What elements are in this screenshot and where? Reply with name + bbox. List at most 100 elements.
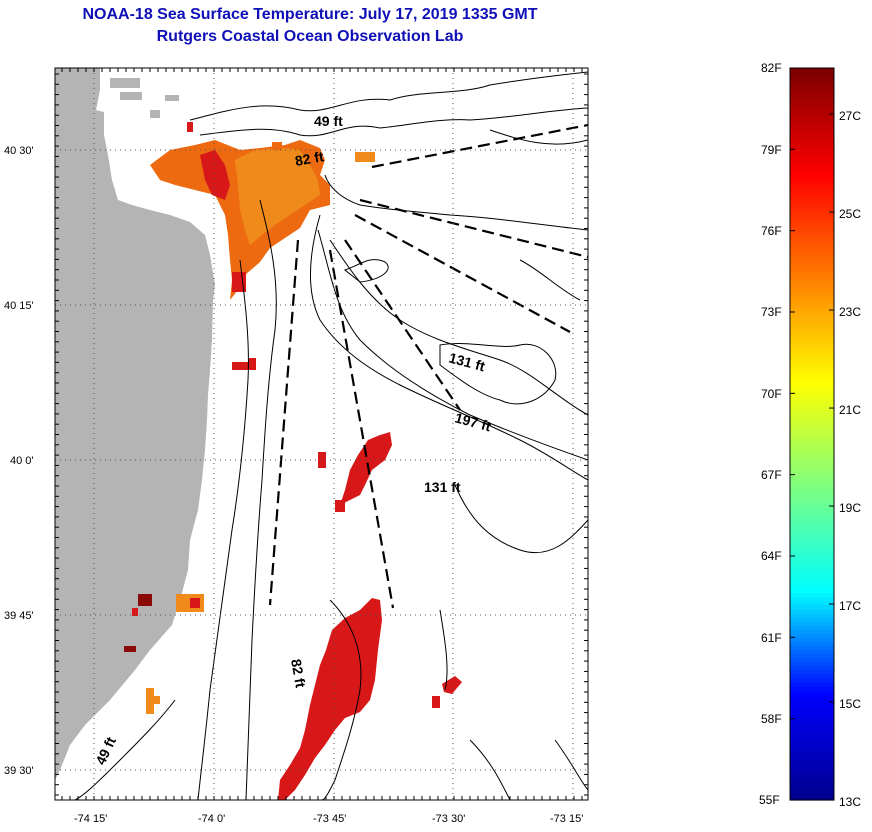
colorbar-stripe	[790, 242, 834, 248]
colorbar-stripe	[790, 438, 834, 443]
colorbar-stripe	[790, 734, 834, 740]
colorbar-stripe	[790, 576, 834, 581]
colorbar-stripe	[790, 356, 834, 362]
colorbar-stripe	[790, 129, 834, 134]
colorbar-stripe	[790, 600, 834, 606]
colorbar-stripe	[790, 214, 834, 220]
colorbar-stripe	[790, 499, 834, 504]
colorbar-stripe	[790, 787, 834, 793]
colorbar-stripe	[790, 210, 834, 215]
colorbar-stripe	[790, 145, 834, 150]
colorbar-stripe	[790, 96, 834, 102]
colorbar-stripe	[790, 458, 834, 464]
colorbar-stripe	[790, 763, 834, 769]
map-title: NOAA-18 Sea Surface Temperature: July 17…	[82, 6, 538, 23]
colorbar-stripe	[790, 340, 834, 346]
colorbar-stripe	[790, 238, 834, 244]
colorbar-stripe	[790, 588, 834, 594]
colorbar-stripe	[790, 413, 834, 419]
colorbar-stripe	[790, 190, 834, 195]
colorbar-stripe	[790, 584, 834, 590]
cb-label-f: 82F	[761, 61, 782, 75]
colorbar-stripe	[790, 320, 834, 325]
colorbar-stripe	[790, 759, 834, 764]
lon-axis-labels: -74 15' -74 0' -73 45' -73 30' -73 15'	[74, 813, 583, 825]
cb-label-f: 70F	[761, 387, 782, 401]
colorbar-stripe	[790, 421, 834, 427]
colorbar-stripe	[790, 462, 834, 468]
colorbar-stripe	[790, 767, 834, 773]
lat-label: 39 45'	[4, 610, 34, 622]
colorbar-stripe	[790, 173, 834, 179]
colorbar-stripe	[790, 710, 834, 716]
colorbar-stripe	[790, 657, 834, 663]
colorbar-stripe	[790, 116, 834, 122]
colorbar-stripe	[790, 454, 834, 459]
colorbar-stripe	[790, 165, 834, 171]
colorbar-stripe	[790, 72, 834, 77]
cb-label-c: 27C	[839, 109, 861, 123]
colorbar-stripe	[790, 612, 834, 618]
cb-label-c: 23C	[839, 305, 861, 319]
colorbar-stripe	[790, 307, 834, 313]
colorbar-stripe	[790, 678, 834, 683]
colorbar-stripe	[790, 177, 834, 183]
colorbar-stripe	[790, 112, 834, 118]
colorbar-stripe	[790, 259, 834, 264]
colorbar-stripe	[790, 596, 834, 602]
colorbar-stripe	[790, 283, 834, 289]
colorbar-stripe	[790, 527, 834, 533]
frame-ticks	[55, 68, 588, 800]
lat-lon-grid	[55, 68, 588, 800]
cb-label-f: 64F	[761, 549, 782, 563]
colorbar-stripe	[790, 425, 834, 431]
colorbar-stripe	[790, 775, 834, 781]
colorbar-stripe	[790, 401, 834, 407]
map-title-block: NOAA-18 Sea Surface Temperature: July 17…	[0, 4, 620, 48]
colorbar-stripe	[790, 515, 834, 520]
cb-label-c: 17C	[839, 599, 861, 613]
colorbar-stripe	[790, 246, 834, 252]
colorbar-stripe	[790, 161, 834, 167]
colorbar-stripe	[790, 580, 834, 586]
colorbar-stripe	[790, 621, 834, 626]
colorbar-stripe	[790, 795, 834, 801]
colorbar-stripe	[790, 482, 834, 488]
colorbar-stripe	[790, 669, 834, 675]
colorbar-stripe	[790, 133, 834, 138]
colorbar-stripe	[790, 104, 834, 110]
colorbar-frame	[789, 67, 835, 801]
colorbar-stripe	[790, 531, 834, 537]
colorbar-stripe	[790, 771, 834, 777]
colorbar-stripe	[790, 446, 834, 451]
colorbar-stripe	[790, 714, 834, 720]
cb-label-f: 61F	[761, 631, 782, 645]
colorbar-stripe	[790, 486, 834, 492]
lat-label: 40 0'	[10, 455, 34, 467]
colorbar-stripe	[790, 592, 834, 598]
colorbar-stripe	[790, 564, 834, 569]
colorbar-stripe	[790, 291, 834, 297]
colorbar-stripe	[790, 568, 834, 573]
colorbar-stripe	[790, 739, 834, 744]
colorbar-stripe	[790, 560, 834, 565]
colorbar-stripe	[790, 230, 834, 236]
colorbar-stripe	[790, 385, 834, 390]
colorbar-stripe	[790, 328, 834, 333]
colorbar-stripe	[790, 198, 834, 203]
colorbar-stripe	[790, 490, 834, 496]
cb-label-f: 55F	[759, 793, 780, 807]
colorbar-stripe	[790, 88, 834, 93]
colorbar-stripe	[790, 547, 834, 553]
colorbar-stripe	[790, 434, 834, 439]
colorbar-stripe	[790, 698, 834, 703]
colorbar-stripe	[790, 637, 834, 642]
colorbar-stripe	[790, 381, 834, 386]
colorbar-stripe	[790, 181, 834, 187]
colorbar-stripe	[790, 673, 834, 679]
colorbar-stripe	[790, 137, 834, 142]
colorbar-stripe	[790, 76, 834, 81]
contour-label-49ft-north: 49 ft	[314, 113, 343, 129]
colorbar-stripe	[790, 466, 834, 472]
cb-label-f: 76F	[761, 224, 782, 238]
